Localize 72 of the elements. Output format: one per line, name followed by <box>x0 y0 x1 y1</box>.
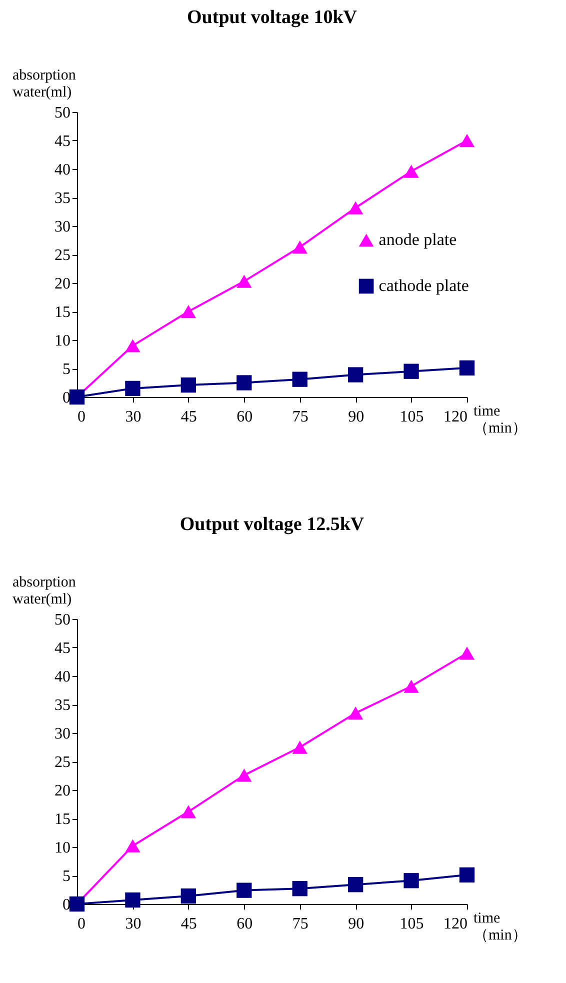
y-tick-label: 40 <box>54 162 70 178</box>
y-tick-label: 35 <box>54 190 70 207</box>
y-tick-label: 5 <box>62 868 70 885</box>
point <box>292 881 308 896</box>
legend-label: anode plate <box>378 230 457 250</box>
y-tick-label: 45 <box>54 133 70 150</box>
point <box>404 164 419 178</box>
point <box>180 888 196 904</box>
x-tick-label: 30 <box>125 408 142 426</box>
x-tick-label: 120 <box>444 916 468 932</box>
x-tick-label: 0 <box>78 408 86 426</box>
chart-title: Output voltage 10kV <box>187 7 358 28</box>
point <box>125 339 140 352</box>
x-axis-title: time （min） <box>474 404 527 436</box>
point <box>348 877 364 892</box>
y-tick-label: 5 <box>62 361 70 378</box>
point <box>125 380 140 396</box>
y-tick-label: 20 <box>54 276 70 292</box>
x-tick-label: 45 <box>180 408 197 426</box>
point <box>459 360 475 376</box>
y-tick-label: 20 <box>54 782 70 800</box>
point <box>348 706 364 720</box>
point <box>236 768 252 782</box>
x-tick-label: 60 <box>236 916 253 932</box>
point <box>236 882 252 898</box>
point <box>125 839 140 852</box>
y-tick-label: 40 <box>54 668 70 686</box>
point <box>180 377 196 393</box>
y-tick-label: 50 <box>54 612 70 628</box>
x-tick-label: 75 <box>292 916 308 932</box>
y-tick-label: 50 <box>54 104 70 122</box>
y-tick-label: 10 <box>54 332 70 350</box>
point <box>292 740 308 754</box>
point <box>180 304 196 318</box>
y-axis-title: absorption water(ml) <box>12 574 76 608</box>
point <box>459 867 475 883</box>
y-tick-label: 30 <box>54 726 70 742</box>
x-tick-label: 120 <box>444 408 468 426</box>
x-tick-label: 90 <box>348 916 364 932</box>
x-tick-label: 75 <box>292 408 308 426</box>
point <box>292 240 308 254</box>
point <box>292 372 308 387</box>
y-tick-label: 15 <box>54 811 70 828</box>
x-tick-label: 90 <box>348 408 364 426</box>
point <box>180 805 196 818</box>
x-tick-label: 60 <box>236 408 253 426</box>
y-tick-label: 25 <box>54 247 70 264</box>
y-axis-title: absorption water(ml) <box>12 68 76 100</box>
point <box>459 134 475 148</box>
legend-label: cathode plate <box>378 276 469 296</box>
y-tick-label: 15 <box>54 304 70 321</box>
chart-title: Output voltage 12.5kV <box>180 514 364 535</box>
x-axis-title: time （min） <box>474 910 527 944</box>
point <box>348 367 364 382</box>
point <box>236 274 252 288</box>
y-tick-label: 10 <box>54 840 70 856</box>
y-tick-label: 35 <box>54 697 70 714</box>
point <box>404 873 419 888</box>
point <box>125 892 140 908</box>
point <box>459 646 475 660</box>
point <box>236 375 252 390</box>
x-tick-label: 105 <box>400 408 424 426</box>
y-tick-label: 30 <box>54 218 70 236</box>
x-tick-label: 30 <box>125 916 142 932</box>
point <box>404 680 419 693</box>
x-tick-label: 45 <box>180 916 197 932</box>
x-tick-label: 105 <box>400 916 424 932</box>
point <box>404 364 419 379</box>
y-tick-label: 45 <box>54 640 70 657</box>
x-tick-label: 0 <box>78 916 86 932</box>
point <box>348 201 364 214</box>
y-tick-label: 25 <box>54 754 70 771</box>
